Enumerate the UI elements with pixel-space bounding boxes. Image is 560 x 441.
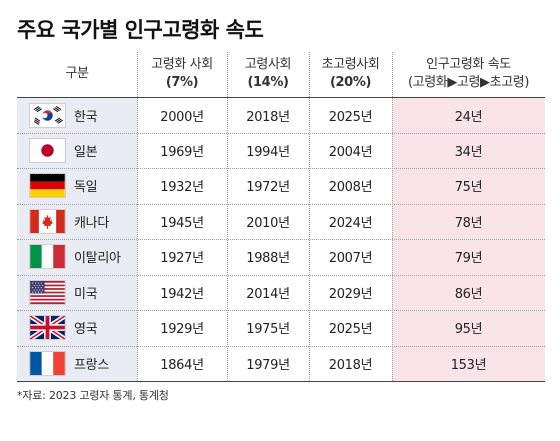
column-divider [227, 52, 228, 381]
aging-year: 1945년 [160, 216, 204, 231]
aged-year: 2010년 [246, 216, 290, 231]
aged-year: 2018년 [246, 110, 290, 125]
aging-year: 1864년 [160, 358, 204, 373]
column-divider [309, 52, 310, 381]
row-divider [17, 310, 545, 311]
header-aging: 고령화 사회 (7%) [137, 52, 227, 96]
aged-year: 1994년 [246, 145, 290, 160]
aging-year: 2000년 [160, 110, 204, 125]
superaged-year: 2029년 [328, 287, 373, 302]
table-row: 일본 1969년 1994년 2004년 34년 [17, 133, 545, 168]
superaged-year: 2025년 [328, 110, 373, 125]
header-superaged: 초고령사회 (20%) [309, 52, 392, 96]
country-name: 영국 [74, 322, 98, 337]
row-divider [17, 346, 545, 347]
superaged-year: 2007년 [328, 251, 373, 266]
table-row: 영국 1929년 1975년 2025년 95년 [17, 310, 545, 345]
aged-year: 1979년 [246, 358, 290, 373]
header-country: 구분 [17, 52, 137, 96]
source-note: *자료: 2023 고령자 통계, 통계청 [17, 389, 169, 402]
aging-speed: 95년 [454, 322, 483, 337]
aged-year: 2014년 [246, 287, 290, 302]
canada-flag-icon [29, 209, 66, 234]
aging-year: 1929년 [160, 322, 204, 337]
table-bottom-rule [17, 381, 545, 382]
table-row: 독일 1932년 1972년 2008년 75년 [17, 168, 545, 203]
aging-speed: 78년 [454, 216, 483, 231]
aging-year: 1942년 [160, 287, 204, 302]
aging-speed: 24년 [454, 110, 483, 125]
column-divider [137, 52, 138, 381]
superaged-year: 2025년 [328, 322, 373, 337]
aged-year: 1972년 [246, 180, 290, 195]
header-superaged-threshold: (20%) [330, 75, 371, 90]
header-divider [17, 97, 545, 98]
superaged-year: 2018년 [328, 358, 373, 373]
germany-flag-icon [29, 173, 66, 198]
italy-flag-icon [29, 244, 66, 269]
country-name: 한국 [74, 110, 98, 125]
header-aged-threshold: (14%) [247, 75, 289, 90]
aging-year: 1969년 [160, 145, 204, 160]
aging-speed: 34년 [454, 145, 483, 160]
country-name: 캐나다 [74, 216, 109, 231]
row-divider [17, 275, 545, 276]
column-divider [392, 52, 393, 381]
header-speed-label: 인구고령화 속도 [426, 57, 511, 72]
country-name: 이탈리아 [74, 251, 121, 266]
country-name: 독일 [74, 180, 98, 195]
table-row: 한국 2000년 2018년 2025년 24년 [17, 98, 545, 133]
header-speed-sequence: (고령화▶고령▶초고령) [407, 75, 530, 90]
aging-speed: 86년 [454, 287, 483, 302]
table-row: 이탈리아 1927년 1988년 2007년 79년 [17, 239, 545, 274]
table-row: 프랑스 1864년 1979년 2018년 153년 [17, 346, 545, 381]
aged-year: 1975년 [246, 322, 290, 337]
japan-flag-icon [29, 138, 66, 163]
table-row: 미국 1942년 2014년 2029년 86년 [17, 275, 545, 310]
page-title: 주요 국가별 인구고령화 속도 [17, 18, 264, 42]
country-name: 프랑스 [74, 358, 109, 373]
aged-year: 1988년 [246, 251, 290, 266]
aging-speed: 75년 [454, 180, 483, 195]
korea-flag-icon [29, 103, 66, 128]
header-aging-label: 고령화 사회 [151, 57, 213, 72]
usa-flag-icon [29, 280, 66, 305]
header-country-label: 구분 [65, 66, 89, 81]
table-row: 캐나다 1945년 2010년 2024년 78년 [17, 204, 545, 239]
superaged-year: 2024년 [328, 216, 373, 231]
row-divider [17, 204, 545, 205]
aging-speed: 79년 [454, 251, 483, 266]
superaged-year: 2008년 [328, 180, 373, 195]
uk-flag-icon [29, 315, 66, 340]
france-flag-icon [29, 351, 66, 376]
header-aging-threshold: (7%) [165, 75, 199, 90]
header-superaged-label: 초고령사회 [321, 57, 380, 72]
row-divider [17, 133, 545, 134]
row-divider [17, 239, 545, 240]
country-name: 일본 [74, 145, 98, 160]
header-aged-label: 고령사회 [244, 57, 292, 72]
aging-year: 1932년 [160, 180, 204, 195]
header-speed: 인구고령화 속도 (고령화▶고령▶초고령) [392, 52, 545, 96]
header-aged: 고령사회 (14%) [227, 52, 309, 96]
row-divider [17, 168, 545, 169]
country-name: 미국 [74, 287, 98, 302]
superaged-year: 2004년 [328, 145, 373, 160]
aging-speed: 153년 [450, 358, 487, 373]
aging-year: 1927년 [160, 251, 204, 266]
